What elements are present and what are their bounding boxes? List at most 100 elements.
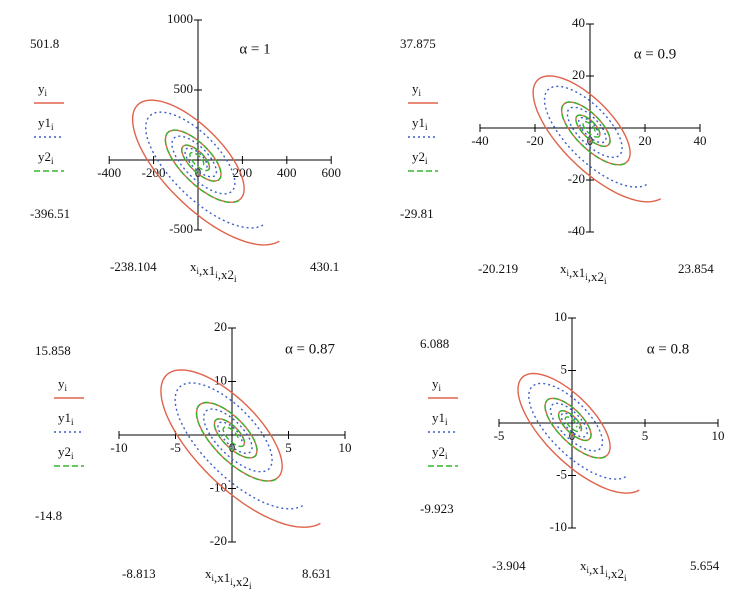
trajectory (528, 382, 627, 480)
x-tick-label: 10 (712, 428, 725, 443)
x-min-label: -3.904 (492, 558, 526, 573)
text-base: x (580, 558, 587, 573)
text-base: y1 (432, 410, 445, 425)
text-subscript: i (605, 569, 608, 579)
legend-label: yi (58, 376, 68, 393)
x-axis-label: xi,x1i,x2i (190, 259, 237, 284)
text-base: y (58, 376, 65, 391)
text-base: ,x1 (214, 570, 230, 585)
text-base: ,x1 (589, 562, 605, 577)
y-max-label: 501.8 (30, 36, 59, 51)
legend-label: yi (38, 81, 48, 98)
text-base: ,x2 (233, 574, 249, 589)
text-base: ,x1 (199, 263, 215, 278)
text-subscript: i (212, 573, 215, 583)
x-max-label: 8.631 (302, 566, 331, 581)
text-subscript: i (585, 272, 588, 282)
y-min-label: -9.923 (420, 501, 454, 516)
y-max-label: 6.088 (420, 336, 449, 351)
legend-label: yi (432, 376, 442, 393)
text-subscript: i (215, 270, 218, 280)
y-tick-label: 1000 (167, 11, 193, 26)
text-base: y2 (412, 149, 425, 164)
y-tick-label: 40 (572, 15, 585, 30)
x-min-label: -20.219 (478, 261, 518, 276)
alpha-label: α = 0.9 (634, 46, 677, 62)
trajectory (160, 369, 321, 528)
alpha-label: α = 1 (239, 41, 270, 57)
x-tick-label: 0 (195, 165, 202, 180)
x-tick-label: 5 (642, 428, 649, 443)
text-base: y (432, 376, 439, 391)
legend-label: y1i (432, 410, 448, 427)
x-tick-label: -20 (526, 133, 543, 148)
alpha-label: α = 0.87 (285, 341, 336, 357)
y-tick-label: 20 (572, 67, 585, 82)
text-subscript: i (51, 122, 54, 132)
y-min-label: -29.81 (400, 206, 434, 221)
y-tick-label: -10 (550, 519, 567, 534)
x-tick-label: 200 (233, 165, 253, 180)
x-axis-label: xi,x1i,x2i (560, 261, 607, 286)
y-max-label: 15.858 (35, 343, 71, 358)
y-max-label: 37.875 (400, 36, 436, 51)
x-min-label: -238.104 (110, 259, 157, 274)
x-tick-label: 20 (639, 133, 652, 148)
trajectory (174, 382, 303, 510)
text-base: y2 (432, 444, 445, 459)
legend-label: y2i (38, 149, 54, 166)
y-tick-label: 10 (214, 372, 227, 387)
y-min-label: -396.51 (30, 206, 70, 221)
text-base: ,x2 (608, 566, 624, 581)
text-subscript: i (587, 565, 590, 575)
trajectory (517, 372, 640, 494)
x-max-label: 23.854 (678, 261, 714, 276)
y-tick-label: -20 (210, 533, 227, 548)
text-subscript: i (234, 274, 237, 284)
legend-label: y1i (38, 115, 54, 132)
legend-label: y1i (58, 410, 74, 427)
text-subscript: i (65, 383, 68, 393)
legend-label: y2i (58, 444, 74, 461)
y-min-label: -14.8 (35, 508, 62, 523)
x-tick-label: -400 (97, 165, 121, 180)
text-base: x (560, 261, 567, 276)
text-subscript: i (197, 266, 200, 276)
x-tick-label: -5 (494, 428, 505, 443)
text-subscript: i (71, 417, 74, 427)
text-base: y1 (412, 115, 425, 130)
text-subscript: i (445, 417, 448, 427)
text-base: ,x2 (588, 269, 604, 284)
text-subscript: i (445, 451, 448, 461)
text-base: y1 (58, 410, 71, 425)
legend-label: yi (412, 81, 422, 98)
legend-label: y1i (412, 115, 428, 132)
text-base: x (190, 259, 197, 274)
x-min-label: -8.813 (122, 566, 156, 581)
legend-label: y2i (432, 444, 448, 461)
text-subscript: i (624, 573, 627, 583)
x-tick-label: 10 (339, 440, 352, 455)
y-tick-label: 20 (214, 319, 227, 334)
y-tick-label: -5 (556, 466, 567, 481)
trajectory (144, 111, 264, 229)
text-subscript: i (419, 88, 422, 98)
x-tick-label: -40 (471, 133, 488, 148)
trajectory (195, 401, 277, 482)
text-base: y (38, 81, 45, 96)
x-tick-label: -5 (170, 440, 181, 455)
text-subscript: i (51, 156, 54, 166)
x-max-label: 430.1 (310, 259, 339, 274)
x-tick-label: 600 (321, 165, 341, 180)
x-tick-label: -10 (110, 440, 127, 455)
trajectory (164, 129, 239, 204)
trajectory (544, 397, 606, 459)
y-tick-label: -10 (210, 479, 227, 494)
text-subscript: i (567, 268, 570, 278)
x-max-label: 5.654 (690, 558, 720, 573)
x-tick-label: 5 (285, 440, 292, 455)
text-subscript: i (249, 581, 252, 591)
x-tick-label: 40 (694, 133, 707, 148)
text-base: y (412, 81, 419, 96)
